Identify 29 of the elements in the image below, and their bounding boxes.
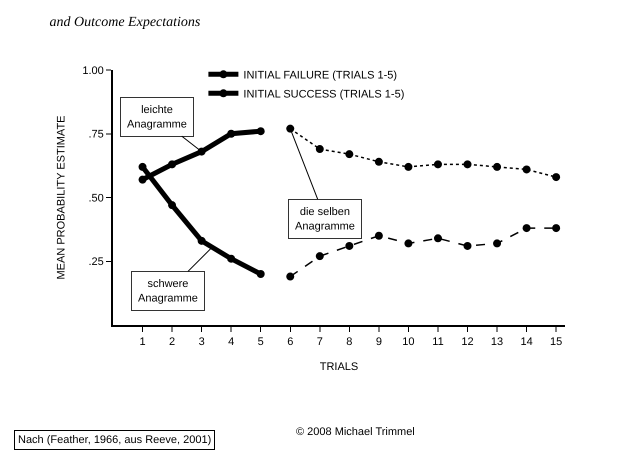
x-tick-label: 13 xyxy=(490,336,504,348)
annotation: leichte Anagramme xyxy=(127,104,187,130)
annotation: schwere Anagramme xyxy=(138,278,198,304)
y-tick-label: .50 xyxy=(88,192,104,204)
x-tick-label: 4 xyxy=(228,336,234,348)
x-tick-label: 2 xyxy=(169,336,176,348)
x-tick-label: 12 xyxy=(461,336,474,348)
x-tick-label: 7 xyxy=(316,336,323,348)
y-axis-title: MEAN PROBABILITY ESTIMATE xyxy=(56,115,68,280)
x-tick-label: 11 xyxy=(432,336,444,348)
text: Nach (Feather, 1966, aus Reeve, 2001) xyxy=(18,434,212,446)
x-tick-label: 3 xyxy=(198,336,205,348)
y-tick-label: .75 xyxy=(88,128,104,141)
x-tick-label: 9 xyxy=(376,336,382,348)
text: © 2008 Michael Trimmel xyxy=(296,426,415,438)
x-tick-label: 5 xyxy=(258,336,264,348)
x-tick-label: 6 xyxy=(287,336,294,348)
legend-label: INITIAL FAILURE (TRIALS 1-5) xyxy=(243,70,398,82)
y-tick-label: 1.00 xyxy=(82,64,104,77)
x-tick-label: 1 xyxy=(139,336,146,348)
x-tick-label: 8 xyxy=(346,336,352,348)
x-axis-title: TRIALS xyxy=(320,360,358,373)
x-tick-label: 15 xyxy=(550,336,562,348)
annotation: die selben Anagramme xyxy=(295,206,355,232)
y-tick-label: .25 xyxy=(88,256,104,268)
legend-label: INITIAL SUCCESS (TRIALS 1-5) xyxy=(243,88,404,101)
x-tick-label: 10 xyxy=(402,336,415,348)
x-tick-label: 14 xyxy=(520,336,533,348)
chart-title: and Outcome Expectations xyxy=(50,14,201,30)
